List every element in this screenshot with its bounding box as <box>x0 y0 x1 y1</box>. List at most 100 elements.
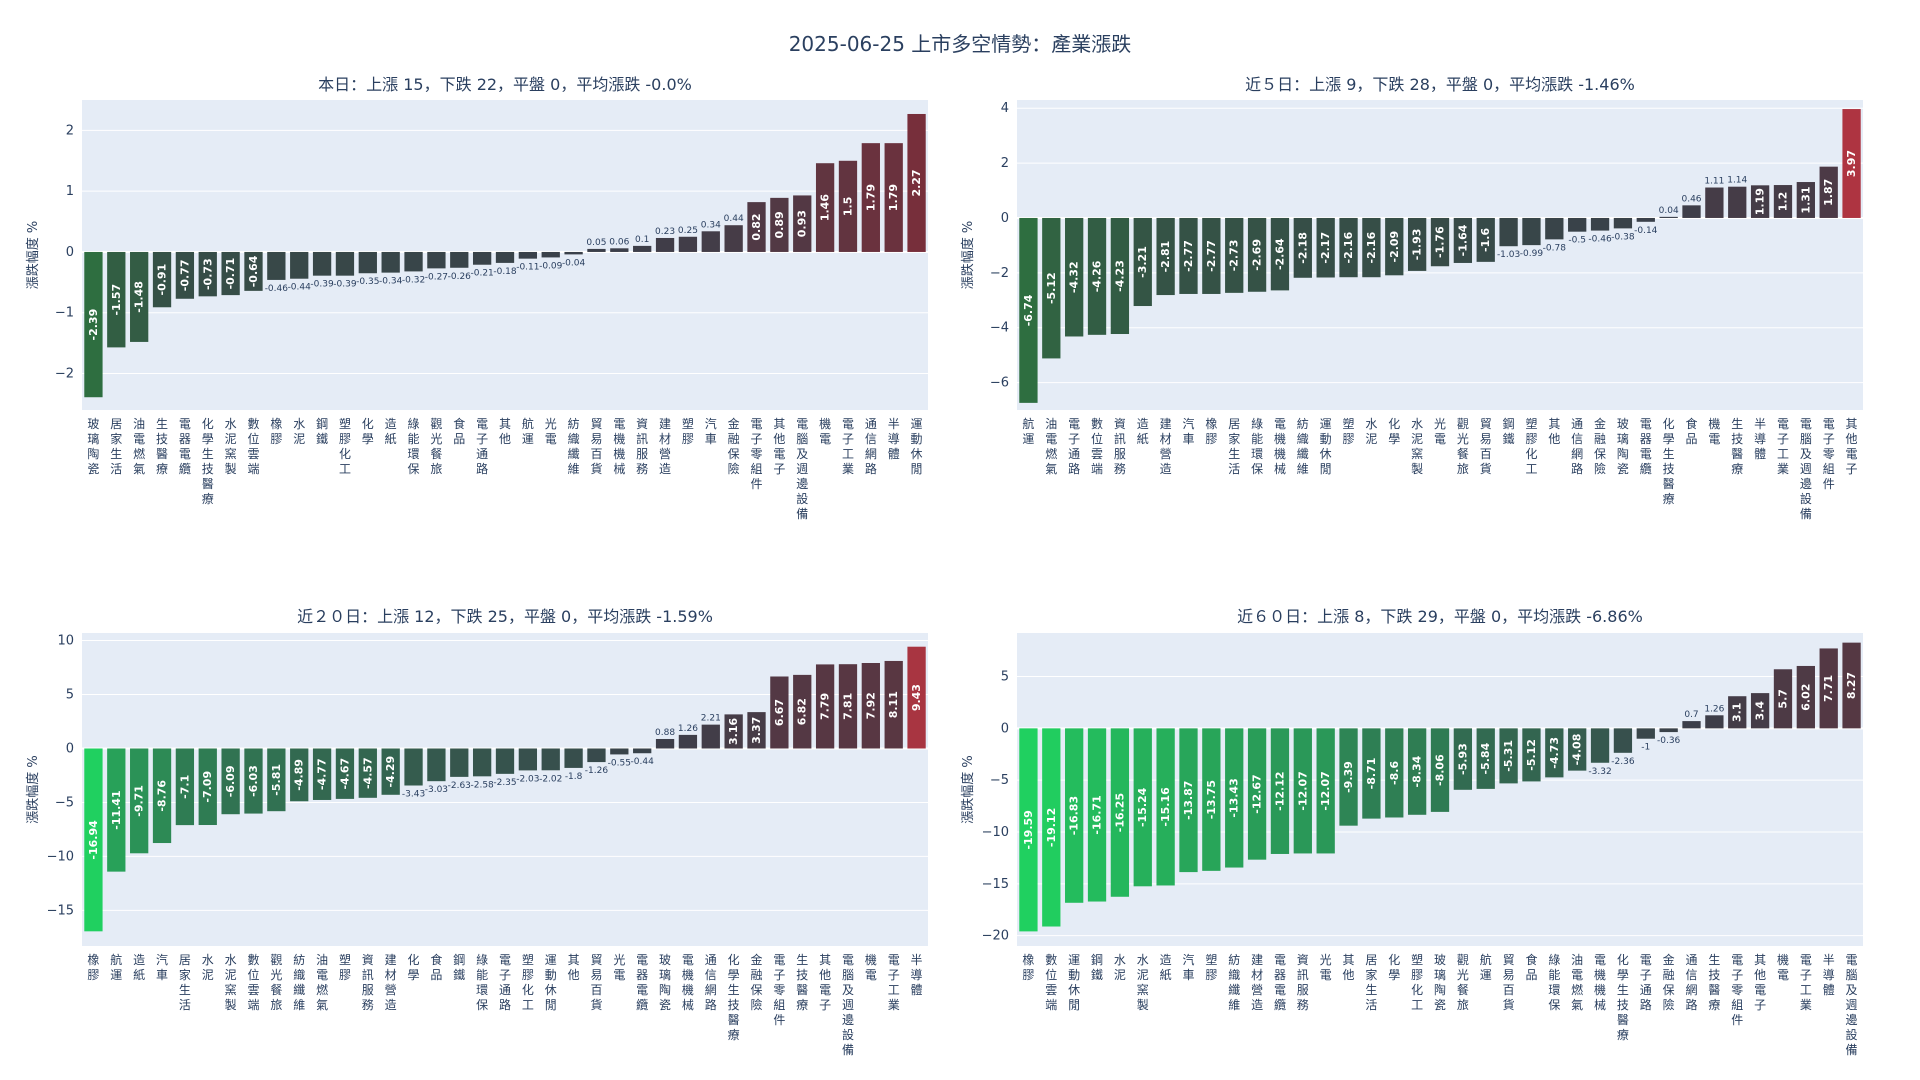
bar-value-label: 3.16 <box>727 718 740 745</box>
bar-value-label: -0.44 <box>288 283 312 293</box>
x-category-label: 化學生技醫療 <box>1663 417 1675 506</box>
bar <box>518 251 538 259</box>
bar <box>1453 217 1473 263</box>
bar <box>267 251 286 280</box>
x-category-label: 航運 <box>1480 952 1492 982</box>
bar-value-label: 3.4 <box>1754 701 1767 721</box>
x-category-label: 水泥窯製 <box>1137 953 1149 1012</box>
bar <box>1247 728 1267 860</box>
bar-value-label: -15.16 <box>1159 787 1172 827</box>
bar <box>1110 728 1130 897</box>
bar <box>221 748 240 815</box>
bar-value-label: -2.77 <box>1205 240 1218 272</box>
x-category-label: 食品 <box>1525 952 1537 982</box>
bar <box>1476 217 1495 262</box>
x-category-label: 數位雲端 <box>247 417 259 476</box>
x-category-label: 紡織纖維 <box>568 416 580 476</box>
bar-value-label: -2.73 <box>1228 240 1241 272</box>
bar <box>1156 217 1175 296</box>
bar-value-label: -0.34 <box>379 277 403 287</box>
bar-value-label: -5.84 <box>1479 742 1492 774</box>
bar <box>1430 217 1450 267</box>
bar <box>1339 728 1358 826</box>
bar <box>1087 217 1107 335</box>
bar-value-label: -13.43 <box>1228 778 1241 817</box>
y-tick-label: −10 <box>47 849 74 864</box>
x-category-label: 居家生活 <box>1228 417 1240 476</box>
bar-value-label: 0.06 <box>609 237 629 247</box>
x-category-label: 運動休閒 <box>1068 953 1080 1012</box>
bar-value-label: -0.18 <box>493 267 517 277</box>
bar <box>861 143 880 252</box>
bar <box>427 251 446 269</box>
bar <box>1773 669 1793 729</box>
bar-value-label: -0.5 <box>1568 236 1586 246</box>
x-category-label: 光電 <box>1320 953 1332 982</box>
x-category-label: 電子工業 <box>888 953 900 1012</box>
bar-value-label: -5.12 <box>1525 739 1538 771</box>
bar-value-label: 3.37 <box>750 717 763 744</box>
bar-value-label: -1.57 <box>110 284 123 316</box>
x-category-label: 通信網路 <box>705 953 717 1012</box>
bar <box>747 202 766 252</box>
x-category-label: 電子通路 <box>476 417 488 476</box>
x-category-label: 觀光餐旅 <box>270 953 282 1012</box>
x-category-label: 數位雲端 <box>247 953 259 1012</box>
x-category-label: 電腦及週邊設備 <box>842 953 854 1057</box>
bar <box>1568 217 1587 232</box>
x-category-label: 金融保險 <box>1663 952 1675 1012</box>
bar-value-label: -8.71 <box>1365 758 1378 790</box>
bar <box>701 724 720 749</box>
x-category-label: 電器電纜 <box>636 953 648 1012</box>
bar-value-label: -4.73 <box>1548 737 1561 769</box>
x-category-label: 金融保險 <box>751 952 763 1012</box>
x-category-label: 橡膠 <box>87 953 99 982</box>
x-category-label: 資訊服務 <box>636 417 648 476</box>
bar <box>198 251 217 297</box>
bar-value-label: -2.18 <box>1296 232 1309 264</box>
y-axis-label: 漲跌幅度 % <box>960 755 976 824</box>
bar-value-label: -16.25 <box>1113 793 1126 832</box>
bar-value-label: -1.93 <box>1411 229 1424 261</box>
bar <box>290 748 309 802</box>
bar <box>381 251 400 273</box>
y-tick-label: 0 <box>1001 721 1009 736</box>
bar <box>1407 217 1427 271</box>
bar <box>518 748 538 771</box>
x-category-label: 電子零組件 <box>1823 417 1835 491</box>
x-category-label: 紡織纖維 <box>1228 952 1240 1012</box>
bar <box>1636 217 1655 222</box>
x-category-label: 其他 <box>499 417 511 446</box>
bar-value-label: 1.46 <box>819 194 832 221</box>
bar-value-label: -0.73 <box>201 258 214 290</box>
bar-value-label: 2.27 <box>910 169 923 196</box>
bar <box>884 143 903 252</box>
y-axis-label: 漲跌幅度 % <box>25 755 41 824</box>
y-tick-label: 1 <box>66 184 74 199</box>
bar <box>495 748 515 774</box>
y-tick-label: −6 <box>990 376 1009 391</box>
bar <box>450 251 469 268</box>
x-category-label: 通信網路 <box>1571 417 1583 476</box>
bar-value-label: -19.12 <box>1045 808 1058 847</box>
bar <box>84 748 103 932</box>
x-category-label: 建材營造 <box>1251 953 1263 1012</box>
bar-value-label: -0.46 <box>1588 235 1612 245</box>
x-category-label: 電子工業 <box>1777 417 1789 476</box>
bar-value-label: -0.46 <box>265 284 289 294</box>
bar <box>907 113 926 252</box>
bar <box>1636 728 1655 739</box>
x-category-label: 通信網路 <box>865 417 877 476</box>
bar-value-label: 0.1 <box>635 235 649 245</box>
panel-title: 近２０日：上漲 12，下跌 25，平盤 0，平均漲跌 -1.59% <box>297 607 713 626</box>
bar-value-label: -6.03 <box>247 765 260 797</box>
bar-value-label: -2.77 <box>1182 240 1195 272</box>
bar-value-label: 0.82 <box>750 213 763 240</box>
bar <box>1316 217 1335 278</box>
x-category-label: 航運 <box>522 416 534 446</box>
bar-value-label: -0.14 <box>1634 226 1658 236</box>
bar-value-label: -4.57 <box>361 757 374 789</box>
bar-value-label: -6.74 <box>1022 294 1035 326</box>
bar-value-label: 1.11 <box>1704 177 1724 187</box>
x-category-label: 塑膠化工 <box>339 416 351 476</box>
